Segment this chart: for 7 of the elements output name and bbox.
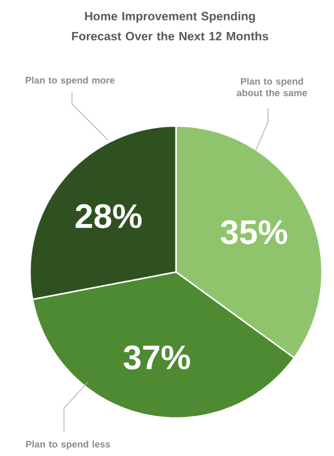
slice-label: Plan to spend about the same (236, 78, 308, 96)
data-label: 37% (124, 345, 190, 370)
slice-label: Plan to spend more (26, 76, 115, 86)
slice-label: Plan to spend less (26, 440, 110, 450)
chart-title: Home Improvement Spending Forecast Over the Next 12 Months (72, 12, 268, 40)
data-label: 28% (76, 204, 142, 228)
data-label: 35% (220, 220, 288, 244)
